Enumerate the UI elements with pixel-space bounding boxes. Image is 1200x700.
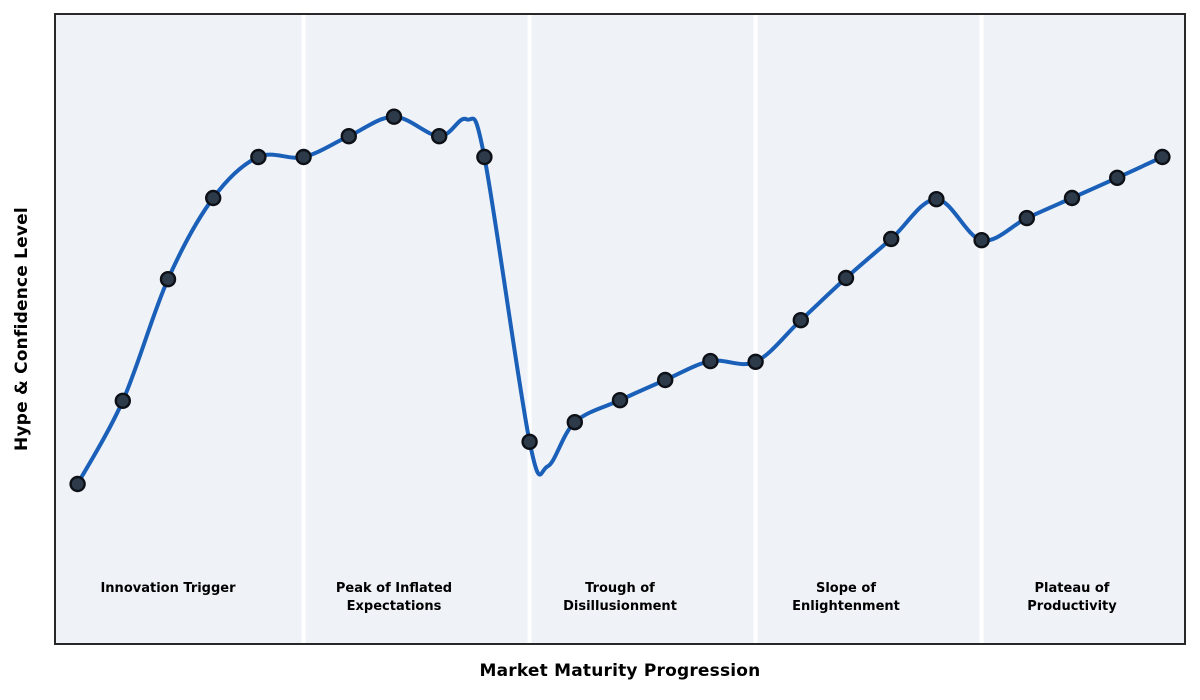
phase-label-line: Slope of xyxy=(815,581,876,596)
phase-label-line: Enlightenment xyxy=(792,598,900,614)
phase-label-line: Expectations xyxy=(346,598,442,614)
data-point-marker xyxy=(340,127,357,145)
data-point-marker xyxy=(69,475,86,493)
y-axis-label: Hype & Confidence Level xyxy=(12,207,32,451)
phase-label-peak-of-inflated-expectations: Peak of Inflated Expectations xyxy=(336,580,452,615)
data-point-marker xyxy=(159,271,177,288)
phase-label-plateau-of-productivity: Plateau of Productivity xyxy=(1027,580,1116,615)
data-point-marker xyxy=(476,148,493,166)
data-point-marker xyxy=(250,148,267,166)
data-point-marker xyxy=(1063,189,1081,207)
data-point-marker xyxy=(657,371,674,389)
data-point-marker xyxy=(1154,148,1171,166)
phase-label-slope-of-enlightenment: Slope of Enlightenment xyxy=(792,580,900,615)
x-axis-label: Market Maturity Progression xyxy=(479,661,761,681)
data-point-marker xyxy=(1108,169,1126,187)
data-point-marker xyxy=(204,189,222,207)
data-point-marker xyxy=(295,148,312,166)
data-point-marker xyxy=(431,127,448,145)
phase-label-line: Innovation Trigger xyxy=(100,581,236,596)
plot-background xyxy=(55,14,1185,644)
plot-border xyxy=(54,13,1186,645)
phase-label-line: Plateau of xyxy=(1034,581,1110,596)
data-point-marker xyxy=(883,230,900,248)
phase-label-innovation-trigger: Innovation Trigger xyxy=(100,580,235,598)
data-point-marker xyxy=(837,269,855,287)
phase-label-line: Peak of Inflated xyxy=(335,581,453,596)
data-point-marker xyxy=(566,414,583,431)
phase-label-trough-of-disillusionment: Trough of Disillusionment xyxy=(563,580,677,615)
data-point-marker xyxy=(385,108,403,125)
data-point-marker xyxy=(792,312,809,329)
data-point-marker xyxy=(1018,209,1036,227)
phase-label-line: Productivity xyxy=(1027,598,1117,614)
phase-label-line: Disillusionment xyxy=(563,598,677,614)
data-point-marker xyxy=(521,433,538,450)
data-point-marker xyxy=(611,392,629,409)
data-point-marker xyxy=(114,392,132,409)
data-point-marker xyxy=(973,231,990,249)
data-point-marker xyxy=(928,190,945,208)
phase-label-line: Trough of xyxy=(585,581,655,596)
data-point-marker xyxy=(702,352,719,370)
data-point-marker xyxy=(747,353,764,370)
